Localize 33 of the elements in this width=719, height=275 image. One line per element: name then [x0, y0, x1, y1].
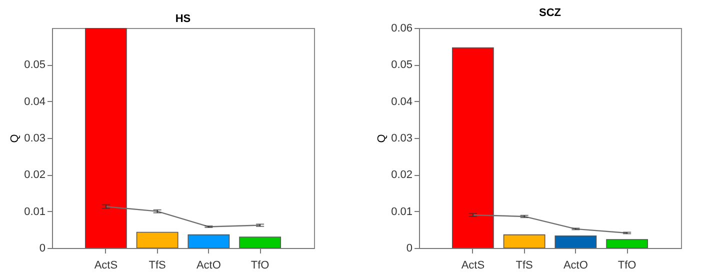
bar	[84, 28, 127, 248]
bar	[188, 234, 230, 248]
y-tick-label: 0.01	[24, 206, 46, 218]
chart-title: HS	[175, 13, 191, 25]
y-tick-label: 0.05	[24, 59, 46, 72]
y-tick-label: 0.03	[24, 132, 46, 144]
y-tick-label: 0.06	[391, 22, 412, 34]
y-tick-label: 0.04	[391, 96, 412, 108]
x-tick-label: ActO	[196, 260, 222, 272]
y-tick-label: 0	[39, 242, 46, 254]
y-tick-label: 0.02	[24, 169, 46, 182]
y-tick-label: 0.05	[391, 59, 412, 72]
x-tick-label: TfS	[148, 260, 166, 272]
x-tick-label: ActS	[94, 260, 118, 272]
chart-title: SCZ	[539, 7, 562, 19]
x-tick-label: ActS	[461, 260, 485, 272]
bar	[452, 47, 494, 248]
x-tick-label: TfO	[618, 260, 637, 272]
y-tick-label: 0.04	[24, 96, 46, 108]
y-tick-label: 0.03	[391, 132, 412, 144]
bar	[239, 236, 282, 248]
y-tick-label: 0	[406, 242, 412, 254]
y-axis-title: Q	[9, 134, 22, 143]
x-tick-label: ActO	[563, 260, 588, 272]
bar	[136, 232, 178, 248]
x-tick-label: TfO	[250, 260, 270, 272]
y-tick-label: 0.01	[391, 206, 412, 218]
y-axis-title: Q	[376, 134, 388, 143]
x-tick-label: TfS	[516, 260, 533, 272]
y-tick-label: 0.02	[391, 169, 412, 182]
bar	[606, 239, 648, 248]
bar	[503, 234, 546, 248]
bar	[554, 236, 597, 248]
